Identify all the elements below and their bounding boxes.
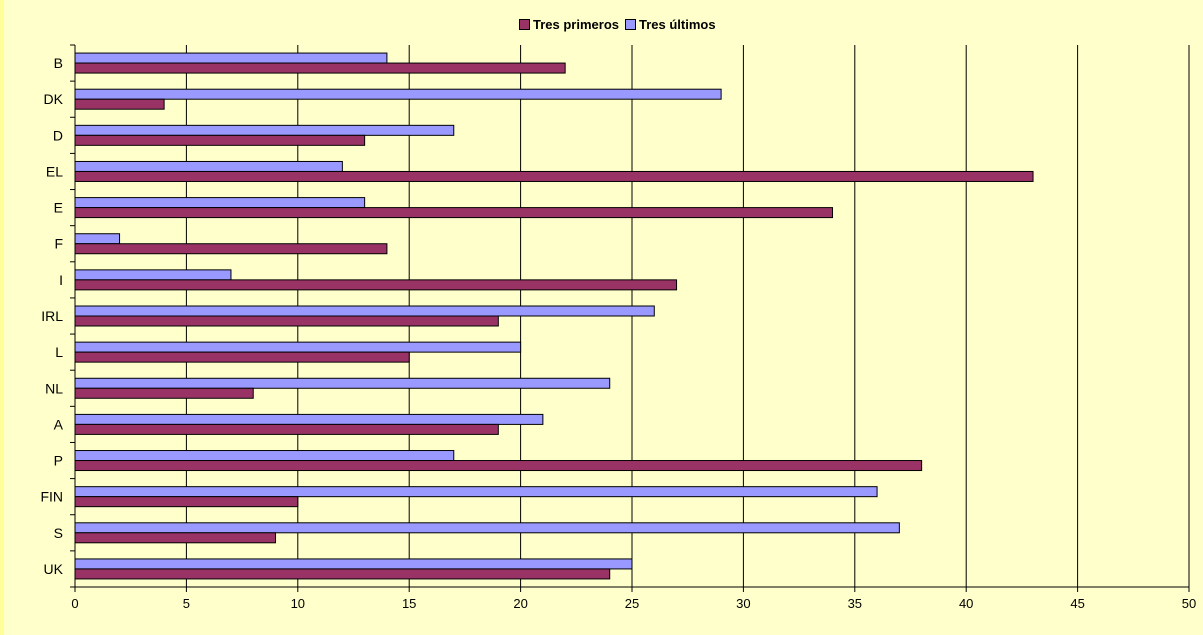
bar-tres-ultimos-UK xyxy=(74,558,633,570)
bar-tres-ultimos-I xyxy=(74,269,232,281)
bar-tres-ultimos-P xyxy=(74,450,455,462)
bar-tres-primeros-A xyxy=(74,423,499,435)
legend-item-tres-ultimos: Tres últimos xyxy=(625,17,716,32)
bar-tres-primeros-IRL xyxy=(74,315,499,327)
y-tick-label: F xyxy=(54,236,63,252)
bar-tres-ultimos-FIN xyxy=(74,486,878,498)
x-tick-label: 10 xyxy=(291,596,305,611)
bar-tres-primeros-NL xyxy=(74,387,254,399)
y-tick-label: FIN xyxy=(40,489,63,505)
x-tick-label: 15 xyxy=(402,596,416,611)
bar-tres-primeros-L xyxy=(74,351,410,363)
y-tick-label: UK xyxy=(44,561,64,577)
y-tick-label: S xyxy=(54,525,63,541)
bar-chart: 0 5 10 15 20 25 30 35 40 45 50 B DK D EL E F I IRL L NL A P FIN… xyxy=(40,44,1196,611)
legend: Tres primeros Tres últimos xyxy=(519,17,718,32)
y-tick-label: EL xyxy=(46,163,63,179)
bar-tres-ultimos-L xyxy=(74,341,522,353)
x-tick-label: 5 xyxy=(183,596,190,611)
bar-tres-ultimos-EL xyxy=(74,160,343,172)
y-tick-label: I xyxy=(59,272,63,288)
bar-tres-ultimos-IRL xyxy=(74,305,655,317)
bar-tres-primeros-DK xyxy=(74,98,165,110)
bar-tres-ultimos-A xyxy=(74,413,544,425)
x-tick-label: 20 xyxy=(513,596,527,611)
y-tick-label: E xyxy=(54,200,63,216)
y-tick-label: P xyxy=(54,453,63,469)
x-tick-label: 0 xyxy=(71,596,78,611)
bar-tres-ultimos-B xyxy=(74,52,388,64)
legend-label-tres-ultimos: Tres últimos xyxy=(639,17,716,32)
bar-tres-primeros-D xyxy=(74,134,366,146)
y-tick-label: DK xyxy=(44,91,64,107)
bar-tres-ultimos-S xyxy=(74,522,900,534)
y-tick-label: D xyxy=(53,127,63,143)
legend-swatch-tres-primeros xyxy=(519,19,530,30)
bar-tres-primeros-UK xyxy=(74,568,611,580)
x-tick-label: 50 xyxy=(1182,596,1196,611)
legend-swatch-tres-ultimos xyxy=(625,19,636,30)
bar-tres-primeros-B xyxy=(74,62,566,74)
y-tick-label: A xyxy=(54,416,64,432)
y-tick-label: NL xyxy=(45,380,63,396)
x-tick-label: 40 xyxy=(959,596,973,611)
bar-tres-ultimos-D xyxy=(74,124,455,136)
legend-item-tres-primeros: Tres primeros xyxy=(519,17,619,32)
bar-tres-ultimos-DK xyxy=(74,88,722,100)
x-tick-label: 25 xyxy=(625,596,639,611)
y-tick-label: L xyxy=(55,344,63,360)
bar-tres-primeros-S xyxy=(74,532,277,544)
x-tick-label: 45 xyxy=(1070,596,1084,611)
y-tick-label: B xyxy=(54,55,63,71)
bar-tres-primeros-E xyxy=(74,207,834,219)
y-tick-label: IRL xyxy=(41,308,63,324)
bar-tres-ultimos-E xyxy=(74,197,366,209)
bar-tres-ultimos-NL xyxy=(74,377,611,389)
bar-tres-ultimos-F xyxy=(74,233,121,245)
x-tick-label: 30 xyxy=(736,596,750,611)
bar-tres-primeros-EL xyxy=(74,170,1034,182)
bar-tres-primeros-I xyxy=(74,279,678,291)
x-tick-label: 35 xyxy=(848,596,862,611)
legend-label-tres-primeros: Tres primeros xyxy=(533,17,619,32)
bar-tres-primeros-FIN xyxy=(74,496,299,508)
bar-tres-primeros-F xyxy=(74,243,388,255)
bar-tres-primeros-P xyxy=(74,460,923,472)
